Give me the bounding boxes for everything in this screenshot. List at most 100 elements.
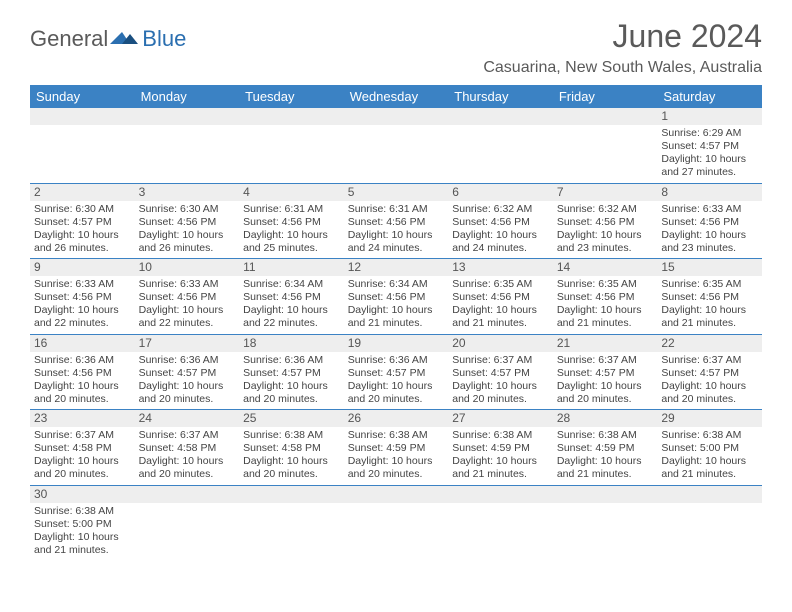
calendar-week: 2Sunrise: 6:30 AMSunset: 4:57 PMDaylight…: [30, 183, 762, 259]
cell-sunset: Sunset: 4:56 PM: [557, 291, 654, 304]
calendar-cell: [135, 108, 240, 183]
day-header: Monday: [135, 85, 240, 108]
cell-day1: Daylight: 10 hours: [661, 304, 758, 317]
day-header: Thursday: [448, 85, 553, 108]
cell-day1: Daylight: 10 hours: [139, 380, 236, 393]
calendar-week: 1Sunrise: 6:29 AMSunset: 4:57 PMDaylight…: [30, 108, 762, 183]
calendar-cell: 10Sunrise: 6:33 AMSunset: 4:56 PMDayligh…: [135, 259, 240, 335]
day-number: 11: [239, 259, 344, 276]
cell-sunset: Sunset: 4:56 PM: [139, 291, 236, 304]
cell-day1: Daylight: 10 hours: [557, 229, 654, 242]
cell-day1: Daylight: 10 hours: [452, 229, 549, 242]
cell-sunrise: Sunrise: 6:32 AM: [557, 203, 654, 216]
day-header: Friday: [553, 85, 658, 108]
cell-sunrise: Sunrise: 6:31 AM: [243, 203, 340, 216]
calendar-table: SundayMondayTuesdayWednesdayThursdayFrid…: [30, 85, 762, 560]
logo-text-blue: Blue: [142, 26, 186, 52]
cell-sunrise: Sunrise: 6:29 AM: [661, 127, 758, 140]
cell-day1: Daylight: 10 hours: [452, 455, 549, 468]
cell-day1: Daylight: 10 hours: [452, 304, 549, 317]
calendar-cell: 14Sunrise: 6:35 AMSunset: 4:56 PMDayligh…: [553, 259, 658, 335]
cell-day1: Daylight: 10 hours: [243, 380, 340, 393]
cell-sunset: Sunset: 4:57 PM: [557, 367, 654, 380]
cell-day2: and 27 minutes.: [661, 166, 758, 179]
calendar-cell: 2Sunrise: 6:30 AMSunset: 4:57 PMDaylight…: [30, 183, 135, 259]
calendar-cell: 24Sunrise: 6:37 AMSunset: 4:58 PMDayligh…: [135, 410, 240, 486]
cell-sunset: Sunset: 4:59 PM: [348, 442, 445, 455]
calendar-cell: [344, 485, 449, 560]
cell-sunset: Sunset: 4:56 PM: [243, 216, 340, 229]
day-header: Saturday: [657, 85, 762, 108]
calendar-cell: [553, 108, 658, 183]
calendar-cell: 15Sunrise: 6:35 AMSunset: 4:56 PMDayligh…: [657, 259, 762, 335]
day-number: 9: [30, 259, 135, 276]
calendar-cell: 27Sunrise: 6:38 AMSunset: 4:59 PMDayligh…: [448, 410, 553, 486]
calendar-cell: 5Sunrise: 6:31 AMSunset: 4:56 PMDaylight…: [344, 183, 449, 259]
calendar-week: 30Sunrise: 6:38 AMSunset: 5:00 PMDayligh…: [30, 485, 762, 560]
cell-sunrise: Sunrise: 6:38 AM: [348, 429, 445, 442]
day-number: 7: [553, 184, 658, 201]
cell-sunrise: Sunrise: 6:37 AM: [452, 354, 549, 367]
cell-day1: Daylight: 10 hours: [661, 229, 758, 242]
calendar-cell: [344, 108, 449, 183]
cell-day2: and 22 minutes.: [139, 317, 236, 330]
day-number: 8: [657, 184, 762, 201]
cell-sunrise: Sunrise: 6:36 AM: [34, 354, 131, 367]
cell-day2: and 20 minutes.: [243, 393, 340, 406]
calendar-cell: 8Sunrise: 6:33 AMSunset: 4:56 PMDaylight…: [657, 183, 762, 259]
calendar-cell: [657, 485, 762, 560]
cell-day2: and 21 minutes.: [348, 317, 445, 330]
logo-text-general: General: [30, 26, 108, 52]
cell-sunset: Sunset: 4:59 PM: [452, 442, 549, 455]
cell-day1: Daylight: 10 hours: [452, 380, 549, 393]
calendar-cell: 11Sunrise: 6:34 AMSunset: 4:56 PMDayligh…: [239, 259, 344, 335]
calendar-cell: 29Sunrise: 6:38 AMSunset: 5:00 PMDayligh…: [657, 410, 762, 486]
cell-day2: and 21 minutes.: [452, 317, 549, 330]
cell-sunset: Sunset: 4:57 PM: [34, 216, 131, 229]
day-number: 29: [657, 410, 762, 427]
cell-day2: and 20 minutes.: [661, 393, 758, 406]
cell-day2: and 26 minutes.: [139, 242, 236, 255]
calendar-cell: 19Sunrise: 6:36 AMSunset: 4:57 PMDayligh…: [344, 334, 449, 410]
cell-day2: and 20 minutes.: [243, 468, 340, 481]
cell-day2: and 22 minutes.: [34, 317, 131, 330]
cell-sunset: Sunset: 4:57 PM: [139, 367, 236, 380]
cell-sunset: Sunset: 4:56 PM: [661, 216, 758, 229]
day-number: 6: [448, 184, 553, 201]
day-number: 28: [553, 410, 658, 427]
cell-day2: and 24 minutes.: [452, 242, 549, 255]
cell-sunset: Sunset: 4:56 PM: [243, 291, 340, 304]
cell-sunset: Sunset: 4:56 PM: [139, 216, 236, 229]
calendar-cell: 25Sunrise: 6:38 AMSunset: 4:58 PMDayligh…: [239, 410, 344, 486]
calendar-cell: 9Sunrise: 6:33 AMSunset: 4:56 PMDaylight…: [30, 259, 135, 335]
cell-sunrise: Sunrise: 6:35 AM: [452, 278, 549, 291]
day-number: 1: [657, 108, 762, 125]
day-number-empty: [553, 108, 658, 125]
day-header: Sunday: [30, 85, 135, 108]
logo: General Blue: [30, 26, 186, 52]
day-number: 18: [239, 335, 344, 352]
cell-day1: Daylight: 10 hours: [139, 455, 236, 468]
day-number: 4: [239, 184, 344, 201]
cell-day1: Daylight: 10 hours: [661, 455, 758, 468]
cell-sunrise: Sunrise: 6:38 AM: [34, 505, 131, 518]
calendar-cell: [135, 485, 240, 560]
day-number: 23: [30, 410, 135, 427]
cell-sunrise: Sunrise: 6:33 AM: [139, 278, 236, 291]
day-number-empty: [448, 108, 553, 125]
location-label: Casuarina, New South Wales, Australia: [483, 59, 762, 77]
month-title: June 2024: [483, 18, 762, 55]
cell-day1: Daylight: 10 hours: [557, 304, 654, 317]
cell-day1: Daylight: 10 hours: [348, 380, 445, 393]
day-number-empty: [657, 486, 762, 503]
day-number: 12: [344, 259, 449, 276]
calendar-cell: [448, 485, 553, 560]
flag-icon: [110, 30, 140, 48]
calendar-cell: 21Sunrise: 6:37 AMSunset: 4:57 PMDayligh…: [553, 334, 658, 410]
day-number: 5: [344, 184, 449, 201]
cell-sunset: Sunset: 4:56 PM: [34, 367, 131, 380]
cell-sunset: Sunset: 4:57 PM: [243, 367, 340, 380]
cell-day2: and 20 minutes.: [557, 393, 654, 406]
cell-day2: and 23 minutes.: [557, 242, 654, 255]
day-number-empty: [448, 486, 553, 503]
